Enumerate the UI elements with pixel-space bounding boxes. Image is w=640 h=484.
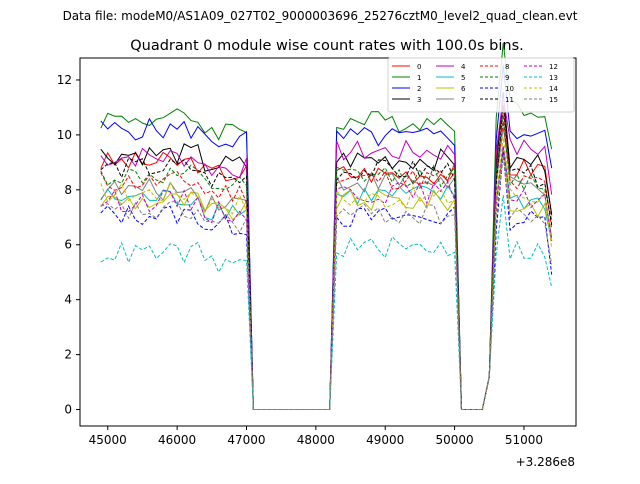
series-line-12 <box>100 145 553 410</box>
x-tick-label: 48000 <box>297 433 335 447</box>
y-tick-label: 10 <box>57 128 72 142</box>
plot-frame <box>79 57 577 427</box>
legend-label-3: 3 <box>417 96 421 104</box>
legend-label-15: 15 <box>549 96 558 104</box>
legend-label-4: 4 <box>461 63 466 71</box>
x-tick-label: 50000 <box>436 433 474 447</box>
x-tick-label: 51000 <box>505 433 543 447</box>
series-line-9 <box>100 115 553 410</box>
series-line-7 <box>100 127 553 410</box>
legend-label-9: 9 <box>505 74 509 82</box>
y-tick-label: 8 <box>64 183 72 197</box>
legend-label-13: 13 <box>549 74 558 82</box>
legend-label-7: 7 <box>461 96 465 104</box>
legend-label-5: 5 <box>461 74 465 82</box>
legend-label-0: 0 <box>417 63 421 71</box>
series-line-4 <box>100 97 553 410</box>
chart-title: Quadrant 0 module wise count rates with … <box>130 38 524 54</box>
legend-label-8: 8 <box>505 63 509 71</box>
series-line-14 <box>100 137 553 410</box>
y-tick-label: 12 <box>57 73 72 87</box>
legend-label-1: 1 <box>417 74 421 82</box>
x-tick-label: 45000 <box>89 433 127 447</box>
series-line-3 <box>100 92 553 410</box>
series-line-15 <box>100 156 553 410</box>
legend-label-12: 12 <box>549 63 558 71</box>
x-axis-offset-label: +3.286e8 <box>516 455 575 469</box>
y-tick-label: 6 <box>64 238 72 252</box>
legend-label-11: 11 <box>505 96 514 104</box>
x-tick-label: 47000 <box>227 433 265 447</box>
legend-box <box>387 57 575 113</box>
legend-label-2: 2 <box>417 85 421 93</box>
series-line-0 <box>100 106 553 410</box>
x-tick-label: 49000 <box>366 433 404 447</box>
legend-label-6: 6 <box>461 85 466 93</box>
y-tick-label: 4 <box>64 293 72 307</box>
y-tick-label: 2 <box>64 348 72 362</box>
series-line-8 <box>100 121 553 410</box>
legend-label-14: 14 <box>549 85 558 93</box>
chart-suptitle: Data file: modeM0/AS1A09_027T02_90000036… <box>63 9 578 23</box>
series-line-13 <box>100 195 553 410</box>
x-tick-label: 46000 <box>158 433 196 447</box>
y-tick-label: 0 <box>64 403 72 417</box>
series-line-10 <box>100 151 553 410</box>
legend-label-10: 10 <box>505 85 514 93</box>
series-line-11 <box>100 104 553 410</box>
series-line-2 <box>100 64 553 410</box>
